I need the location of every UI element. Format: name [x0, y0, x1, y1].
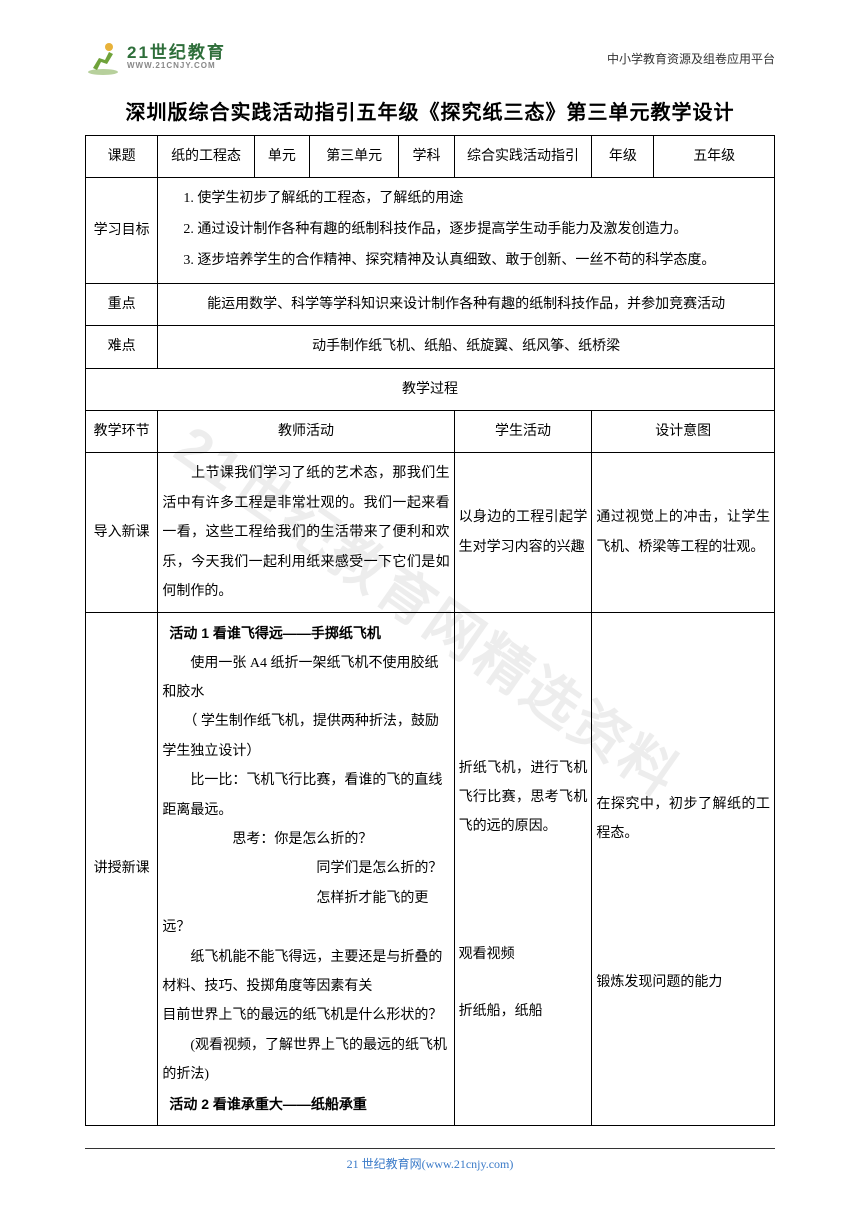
row-keypoint: 重点 能运用数学、科学等学科知识来设计制作各种有趣的纸制科技作品，并参加竞赛活动 [86, 283, 775, 325]
main-student1: 折纸飞机，进行飞机飞行比赛，思考飞机飞的远的原因。 [459, 754, 588, 842]
page-footer: 21 世纪教育网(www.21cnjy.com) [85, 1148, 775, 1172]
col-intent: 设计意图 [592, 410, 775, 452]
header-tagline: 中小学教育资源及组卷应用平台 [607, 50, 775, 67]
main-intent2: 锻炼发现问题的能力 [596, 968, 770, 997]
intro-intent: 通过视觉上的冲击，让学生飞机、桥梁等工程的壮观。 [592, 453, 775, 613]
value-subject: 综合实践活动指引 [454, 136, 592, 178]
main-p5: 同学们是怎么折的？ [162, 854, 449, 883]
value-grade: 五年级 [654, 136, 775, 178]
col-student: 学生活动 [454, 410, 592, 452]
row-column-headers: 教学环节 教师活动 学生活动 设计意图 [86, 410, 775, 452]
row-difficulty: 难点 动手制作纸飞机、纸船、纸旋翼、纸风筝、纸桥梁 [86, 326, 775, 368]
objective-2: 2. 通过设计制作各种有趣的纸制科技作品，逐步提高学生动手能力及激发创造力。 [162, 215, 770, 246]
footer-brand: 21 世纪教育网 [347, 1157, 422, 1171]
col-phase: 教学环节 [86, 410, 158, 452]
lesson-plan-table: 课题 纸的工程态 单元 第三单元 学科 综合实践活动指引 年级 五年级 学习目标… [85, 135, 775, 1126]
main-student3: 折纸船，纸船 [459, 997, 588, 1026]
main-intent: 在探究中，初步了解纸的工程态。 锻炼发现问题的能力 [592, 613, 775, 1126]
value-topic: 纸的工程态 [158, 136, 254, 178]
logo-brand-text: 21世纪教育 [127, 44, 226, 61]
main-p4: 思考：你是怎么折的？ [162, 825, 449, 854]
keypoint-text: 能运用数学、科学等学科知识来设计制作各种有趣的纸制科技作品，并参加竞赛活动 [158, 283, 775, 325]
main-student2: 观看视频 [459, 940, 588, 969]
row-objectives: 学习目标 1. 使学生初步了解纸的工程态，了解纸的用途 2. 通过设计制作各种有… [86, 178, 775, 283]
page-header: 21世纪教育 WWW.21CNJY.COM 中小学教育资源及组卷应用平台 [85, 40, 775, 76]
intro-student: 以身边的工程引起学生对学习内容的兴趣 [454, 453, 592, 613]
value-unit: 第三单元 [309, 136, 399, 178]
main-student: 折纸飞机，进行飞机飞行比赛，思考飞机飞的远的原因。 观看视频 折纸船，纸船 [454, 613, 592, 1126]
intro-phase: 导入新课 [86, 453, 158, 613]
row-topic: 课题 纸的工程态 单元 第三单元 学科 综合实践活动指引 年级 五年级 [86, 136, 775, 178]
main-phase: 讲授新课 [86, 613, 158, 1126]
main-p9: (观看视频，了解世界上飞的最远的纸飞机的折法) [162, 1031, 449, 1090]
main-teacher: 活动 1 看谁飞得远——手掷纸飞机 使用一张 A4 纸折一架纸飞机不使用胶纸和胶… [158, 613, 454, 1126]
logo-domain-text: WWW.21CNJY.COM [127, 61, 226, 71]
intro-teacher: 上节课我们学习了纸的艺术态，那我们生活中有许多工程是非常壮观的。我们一起来看一看… [158, 453, 454, 613]
runner-icon [85, 40, 121, 76]
label-difficulty: 难点 [86, 326, 158, 368]
row-process-header: 教学过程 [86, 368, 775, 410]
label-objectives: 学习目标 [86, 178, 158, 283]
col-teacher: 教师活动 [158, 410, 454, 452]
main-p1: 使用一张 A4 纸折一架纸飞机不使用胶纸和胶水 [162, 649, 449, 708]
main-p7: 纸飞机能不能飞得远，主要还是与折叠的材料、技巧、投掷角度等因素有关 [162, 943, 449, 1002]
label-grade: 年级 [592, 136, 654, 178]
label-subject: 学科 [399, 136, 454, 178]
activity1-title: 活动 1 看谁飞得远——手掷纸飞机 [162, 619, 449, 648]
row-main: 讲授新课 活动 1 看谁飞得远——手掷纸飞机 使用一张 A4 纸折一架纸飞机不使… [86, 613, 775, 1126]
activity2-title: 活动 2 看谁承重大——纸船承重 [162, 1090, 449, 1119]
main-p8: 目前世界上飞的最远的纸飞机是什么形状的？ [162, 1001, 449, 1030]
main-p6: 怎样折才能飞的更远？ [162, 884, 449, 943]
document-title: 深圳版综合实践活动指引五年级《探究纸三态》第三单元教学设计 [85, 96, 775, 125]
main-p3: 比一比：飞机飞行比赛，看谁的飞的直线距离最远。 [162, 766, 449, 825]
label-keypoint: 重点 [86, 283, 158, 325]
objectives-content: 1. 使学生初步了解纸的工程态，了解纸的用途 2. 通过设计制作各种有趣的纸制科… [158, 178, 775, 283]
row-intro: 导入新课 上节课我们学习了纸的艺术态，那我们生活中有许多工程是非常壮观的。我们一… [86, 453, 775, 613]
main-intent1: 在探究中，初步了解纸的工程态。 [596, 790, 770, 849]
objective-1: 1. 使学生初步了解纸的工程态，了解纸的用途 [162, 184, 770, 215]
page-root: 21世纪教育 WWW.21CNJY.COM 中小学教育资源及组卷应用平台 深圳版… [0, 0, 860, 1216]
logo-block: 21世纪教育 WWW.21CNJY.COM [85, 40, 226, 76]
footer-url[interactable]: (www.21cnjy.com) [422, 1157, 514, 1171]
main-p2: （ 学生制作纸飞机，提供两种折法，鼓励学生独立设计） [162, 707, 449, 766]
logo-text: 21世纪教育 WWW.21CNJY.COM [127, 44, 226, 71]
teaching-process-header: 教学过程 [86, 368, 775, 410]
objective-3: 3. 逐步培养学生的合作精神、探究精神及认真细致、敢于创新、一丝不苟的科学态度。 [162, 246, 770, 277]
label-topic: 课题 [86, 136, 158, 178]
difficulty-text: 动手制作纸飞机、纸船、纸旋翼、纸风筝、纸桥梁 [158, 326, 775, 368]
label-unit: 单元 [254, 136, 309, 178]
